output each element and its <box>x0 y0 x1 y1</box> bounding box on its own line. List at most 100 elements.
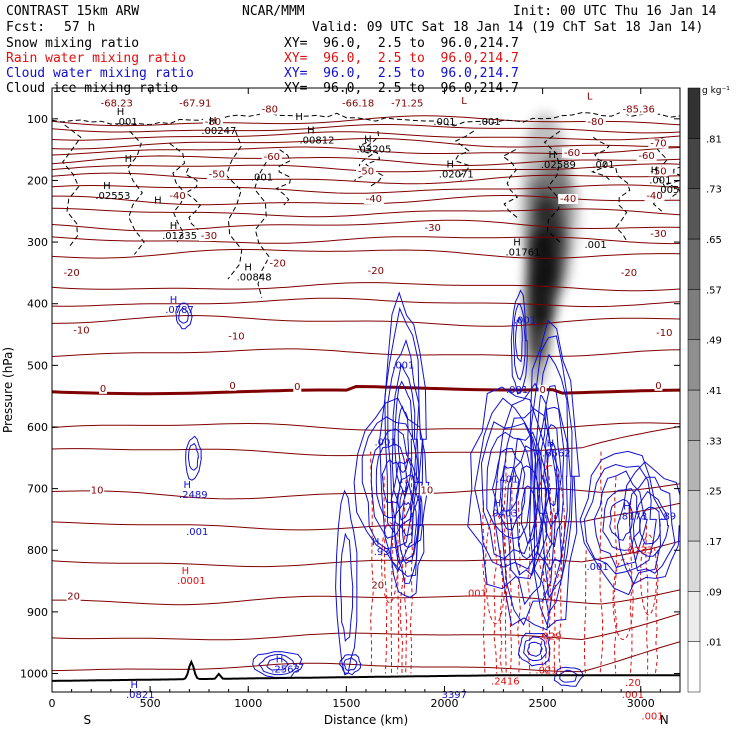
extremum-kind-36: H <box>276 654 284 665</box>
temp-label-bg-17 <box>644 190 665 201</box>
extremum-kind-6: H <box>549 150 557 161</box>
extremum-kind-37: H <box>131 680 139 691</box>
extremum-kind-22: H <box>547 439 555 450</box>
colorbar-segment-1 <box>687 591 701 642</box>
cloud-water-g-1 <box>513 303 526 381</box>
temp-label-bg-9 <box>261 152 282 163</box>
cloud-ice-contour-9 <box>454 130 474 181</box>
cloud-water-i-1 <box>500 408 559 626</box>
rain-contour-12 <box>517 500 521 674</box>
temp-label-4: -85.36 <box>623 105 655 116</box>
snow-shade-blob-6 <box>527 306 546 387</box>
colorbar-segment-6 <box>687 339 701 391</box>
cloud-water-d-4 <box>394 380 414 499</box>
isotherm-line-6 <box>52 236 680 245</box>
y-tick-label-3: 400 <box>27 298 48 311</box>
extremum-value-39: .2416 <box>491 677 520 688</box>
colorbar-segment-10 <box>687 138 701 189</box>
extremum-value-42: .001 <box>641 712 663 723</box>
field-rain-xy: XY= 96.0, 2.5 to 96.0,214.7 <box>284 51 519 66</box>
temp-label-bg-16 <box>363 194 384 205</box>
extremum-value-28: .93 <box>374 547 390 558</box>
cloud-ice-contour-13 <box>615 167 631 243</box>
temp-label-bg-11 <box>636 150 657 161</box>
isotherm-line-12 <box>52 502 680 531</box>
isotherm-line-11 <box>52 425 680 457</box>
colorbar-segment-11 <box>687 87 701 139</box>
temp-label-13: -50 <box>358 166 374 177</box>
isotherm--30 <box>52 219 680 232</box>
extremum-kind-45: H <box>295 112 303 123</box>
temp-label-23: -20 <box>270 259 286 270</box>
cloud-water-h-0 <box>467 386 552 590</box>
cloud-water-e-0 <box>390 457 425 598</box>
isotherm-line-14 <box>52 613 680 641</box>
extremum-kind-44: L <box>587 92 593 103</box>
temp-label-5: -80 <box>262 105 278 116</box>
snow-shading <box>520 113 581 387</box>
colorbar-segment-9 <box>687 188 701 240</box>
temp-label-36: 20 <box>67 592 80 603</box>
x-end-label-north: N <box>660 713 669 727</box>
isotherm-line-8 <box>52 297 680 308</box>
cloud-water-a-0 <box>175 302 193 330</box>
temp-label-bg-0 <box>97 98 136 109</box>
temp-label-bg-12 <box>206 169 227 180</box>
temp-label-18: -40 <box>560 194 576 205</box>
temp-label-bg-4 <box>619 104 658 115</box>
temp-label-bg-10 <box>562 147 583 158</box>
cloud-water-h-5 <box>499 465 520 512</box>
temp-label-25: -20 <box>621 268 637 279</box>
y-tick-label-4: 500 <box>27 359 48 372</box>
extremum-value-40: .20 <box>625 678 641 689</box>
temp-label-28: -10 <box>656 328 672 339</box>
cloud-water-k-3 <box>602 488 641 551</box>
cloud-water-k-2 <box>593 470 648 569</box>
colorbar-tick-2: .17 <box>706 537 722 548</box>
isotherm--10 <box>52 314 680 327</box>
extremum-value-9: .02553 <box>95 191 130 202</box>
cloud-water-e-1 <box>393 474 422 585</box>
cloud-water-contours <box>175 289 680 687</box>
extremum-value-4: .001 <box>433 117 455 128</box>
extremum-value-18: .001 <box>514 315 536 326</box>
temp-label-21: -30 <box>650 229 666 240</box>
extremum-value-24: .2489 <box>179 490 208 501</box>
cloud-ice-contour-0 <box>62 124 82 249</box>
cloud-water-d-2 <box>387 339 420 537</box>
extremum-kind-32: H <box>182 566 190 577</box>
cloud-water-j-0 <box>528 319 580 629</box>
temp-label-bg-20 <box>199 231 219 241</box>
rain-contour-8 <box>493 525 498 674</box>
x-tick-label-1: 500 <box>140 697 161 710</box>
cloud-water-n-0 <box>338 654 362 676</box>
forecast-hour: 57 h <box>64 20 96 35</box>
temp-label-7: -80 <box>205 117 221 128</box>
extremum-kind-9: H <box>103 181 111 192</box>
x-end-label-south: S <box>84 713 92 727</box>
cloud-ice-contour-11 <box>543 130 561 243</box>
extremum-value-19: .001 <box>392 360 414 371</box>
extremum-value-32: .0001 <box>177 576 206 587</box>
colorbar-tick-0: .01 <box>706 638 722 649</box>
extremum-value-31: .0233 <box>624 545 653 556</box>
extremum-kind-3: H <box>364 135 372 146</box>
x-axis-label: Distance (km) <box>324 713 408 727</box>
x-tick-label-6: 3000 <box>627 697 655 710</box>
temp-label-20: -30 <box>201 231 217 242</box>
rain-oval-4 <box>640 534 658 616</box>
extremum-value-22: .6562 <box>542 449 571 460</box>
temp-label-bg-36 <box>66 591 81 602</box>
temp-label-bg-31 <box>654 380 663 391</box>
isotherm-line-7 <box>52 282 680 292</box>
extremum-value-34: .029 <box>539 632 561 643</box>
temp-label-22: -20 <box>63 268 79 279</box>
extremum-value-35: .021 <box>535 666 557 677</box>
colorbar-segment-5 <box>687 389 701 441</box>
rain-contour-20 <box>599 451 604 674</box>
extremum-kind-16: H <box>244 262 252 273</box>
temp-label-bg-26 <box>71 325 92 336</box>
cloud-water-c-4 <box>381 458 403 504</box>
cloud-water-d-3 <box>391 363 417 521</box>
